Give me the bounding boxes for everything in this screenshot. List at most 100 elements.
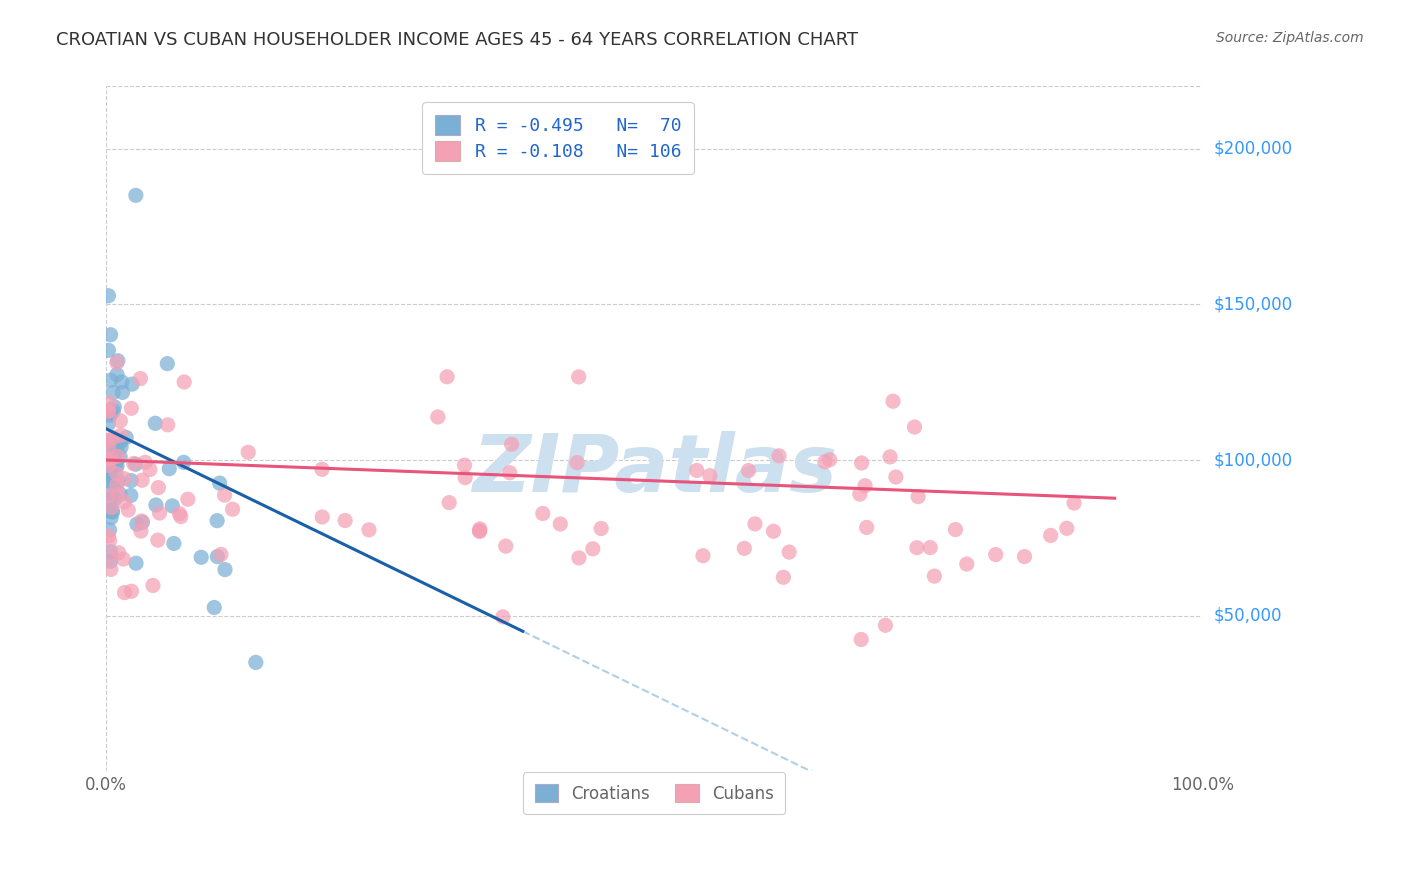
Point [814, 455, 837, 469]
Point [97, 458, 120, 473]
Point [98, 434, 121, 448]
Point [100, 544, 122, 558]
Point [582, 541, 605, 556]
Point [778, 545, 800, 559]
Point [548, 516, 571, 531]
Point [98, 459, 121, 474]
Text: CROATIAN VS CUBAN HOUSEHOLDER INCOME AGES 45 - 64 YEARS CORRELATION CHART: CROATIAN VS CUBAN HOUSEHOLDER INCOME AGE… [56, 31, 859, 49]
Point [100, 451, 122, 466]
Point [97, 529, 120, 543]
Point [112, 495, 135, 509]
Point [98, 408, 121, 422]
Point [426, 409, 449, 424]
Point [103, 447, 125, 461]
Point [97, 438, 120, 452]
Point [499, 466, 522, 480]
Point [125, 517, 148, 532]
Point [100, 492, 122, 507]
Point [903, 420, 925, 434]
Point [129, 524, 152, 538]
Point [1014, 549, 1036, 564]
Point [97, 417, 120, 431]
Point [108, 487, 131, 501]
Point [97, 289, 120, 303]
Point [221, 502, 243, 516]
Point [849, 487, 872, 501]
Point [468, 524, 491, 538]
Point [103, 474, 125, 488]
Point [97, 467, 120, 481]
Point [108, 450, 131, 464]
Point [173, 375, 195, 389]
Point [920, 541, 942, 555]
Point [686, 463, 709, 477]
Point [238, 445, 260, 459]
Point [110, 434, 132, 449]
Point [114, 585, 136, 599]
Point [111, 375, 134, 389]
Text: $200,000: $200,000 [1213, 140, 1292, 158]
Point [169, 507, 191, 521]
Point [984, 548, 1007, 562]
Point [146, 533, 169, 547]
Point [495, 539, 517, 553]
Point [744, 516, 766, 531]
Point [97, 461, 120, 475]
Text: Source: ZipAtlas.com: Source: ZipAtlas.com [1216, 31, 1364, 45]
Point [97, 404, 120, 418]
Text: $50,000: $50,000 [1213, 607, 1282, 624]
Point [110, 414, 132, 428]
Point [468, 522, 491, 536]
Point [208, 476, 231, 491]
Point [120, 488, 142, 502]
Point [103, 400, 125, 414]
Point [98, 549, 121, 564]
Point [468, 524, 491, 539]
Point [104, 458, 127, 473]
Text: ZIPatlas: ZIPatlas [472, 431, 837, 509]
Point [100, 373, 122, 387]
Point [114, 472, 136, 486]
Point [202, 600, 225, 615]
Text: $100,000: $100,000 [1213, 451, 1292, 469]
Point [143, 417, 166, 431]
Point [98, 396, 121, 410]
Point [311, 462, 333, 476]
Point [209, 548, 232, 562]
Point [101, 504, 124, 518]
Point [105, 355, 128, 369]
Point [122, 457, 145, 471]
Point [98, 523, 121, 537]
Point [207, 549, 229, 564]
Point [120, 474, 142, 488]
Point [117, 503, 139, 517]
Point [105, 458, 128, 473]
Point [104, 456, 127, 470]
Point [107, 449, 129, 463]
Point [111, 385, 134, 400]
Point [97, 434, 120, 448]
Point [100, 511, 122, 525]
Point [103, 458, 125, 472]
Point [101, 385, 124, 400]
Point [148, 481, 170, 495]
Point [98, 533, 121, 548]
Point [110, 440, 132, 454]
Point [190, 550, 212, 565]
Point [737, 464, 759, 478]
Point [125, 556, 148, 570]
Point [956, 557, 979, 571]
Point [100, 406, 122, 420]
Point [131, 514, 153, 528]
Point [436, 369, 458, 384]
Point [107, 353, 129, 368]
Point [851, 632, 873, 647]
Point [565, 456, 588, 470]
Point [121, 584, 143, 599]
Point [311, 510, 333, 524]
Point [100, 554, 122, 568]
Point [101, 476, 124, 491]
Point [145, 498, 167, 512]
Point [97, 489, 120, 503]
Point [97, 343, 120, 358]
